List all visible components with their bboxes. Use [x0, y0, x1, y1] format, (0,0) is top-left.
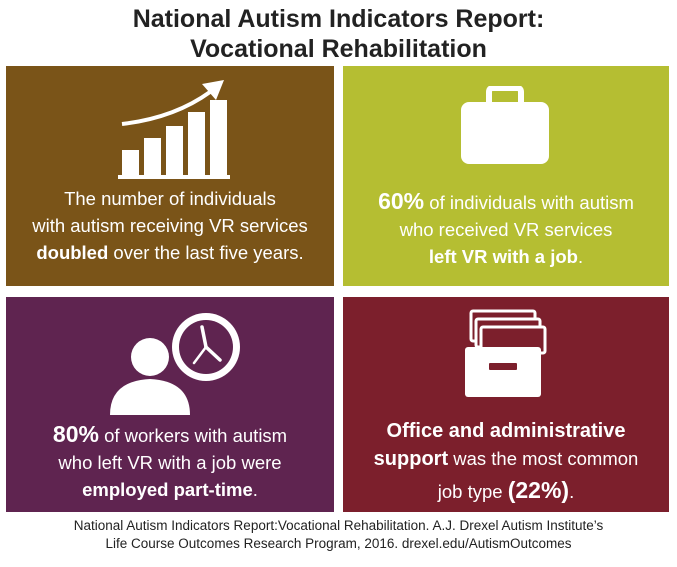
panel-1-text: The number of individuals with autism re…	[6, 185, 334, 266]
panel-4-line-3-rest: .	[569, 481, 575, 502]
panel-3-line-2: who left VR with a job were	[58, 452, 282, 473]
panel-3-stat: 80%	[52, 421, 99, 447]
report-title: National Autism Indicators Report: Vocat…	[0, 4, 677, 64]
panel-3-highlight: employed part-time	[82, 479, 253, 500]
panel-1-line-1: The number of individuals	[64, 188, 276, 209]
panel-4-line-1: Office and administrative	[343, 417, 669, 445]
panel-4-line-3-pre: job type	[437, 481, 508, 502]
panel-4-line-2: support was the most common	[343, 445, 669, 473]
panel-4-highlight-1: Office and administrative	[386, 420, 626, 442]
title-line-2: Vocational Rehabilitation	[190, 35, 487, 63]
title-line-1: National Autism Indicators Report:	[132, 5, 545, 33]
citation-line-1: National Autism Indicators Report:Vocati…	[73, 518, 604, 533]
panel-2-line-1: 60% of individuals with autism	[343, 188, 669, 216]
citation-line-2: Life Course Outcomes Research Program, 2…	[105, 536, 572, 551]
panel-2-highlight: left VR with a job	[428, 246, 578, 267]
panel-1-highlight: doubled	[36, 242, 109, 263]
bar-chart-growth-icon	[118, 80, 230, 179]
source-citation: National Autism Indicators Report:Vocati…	[0, 517, 677, 553]
panel-2-line-3: left VR with a job.	[343, 243, 669, 270]
panel-2-line-3-rest: .	[577, 246, 584, 267]
panel-3-line-1: 80% of workers with autism	[6, 421, 334, 449]
panel-2-line-2: who received VR services	[399, 219, 613, 240]
panel-3-line-3: employed part-time.	[6, 476, 334, 503]
panel-3-line-3-rest: .	[252, 479, 258, 500]
panel-4-line-2-rest: was the most common	[448, 448, 639, 469]
panel-most-common-job-type: Office and administrative support was th…	[343, 297, 669, 512]
panel-4-highlight-2: support	[373, 448, 449, 470]
panel-1-line-3-rest: over the last five years.	[108, 242, 304, 263]
file-cabinet-icon	[465, 309, 547, 397]
panel-1-line-2: with autism receiving VR services	[32, 215, 308, 236]
panel-1-line-3: doubled over the last five years.	[6, 239, 334, 266]
panel-employed-part-time: 80% of workers with autism who left VR w…	[6, 297, 334, 512]
panel-2-text: 60% of individuals with autism who recei…	[343, 188, 669, 270]
briefcase-icon	[461, 86, 549, 164]
panel-4-stat: (22%)	[507, 477, 570, 503]
panel-3-text: 80% of workers with autism who left VR w…	[6, 421, 334, 503]
panel-2-stat: 60%	[378, 188, 425, 214]
panel-vr-services-doubled: The number of individuals with autism re…	[6, 66, 334, 286]
panel-3-line-1-rest: of workers with autism	[98, 425, 288, 446]
panel-4-text: Office and administrative support was th…	[343, 417, 669, 505]
panel-4-line-3: job type (22%).	[343, 477, 669, 505]
person-with-clock-icon	[110, 313, 240, 415]
panel-left-vr-with-job: 60% of individuals with autism who recei…	[343, 66, 669, 286]
panel-2-line-1-rest: of individuals with autism	[424, 192, 634, 213]
